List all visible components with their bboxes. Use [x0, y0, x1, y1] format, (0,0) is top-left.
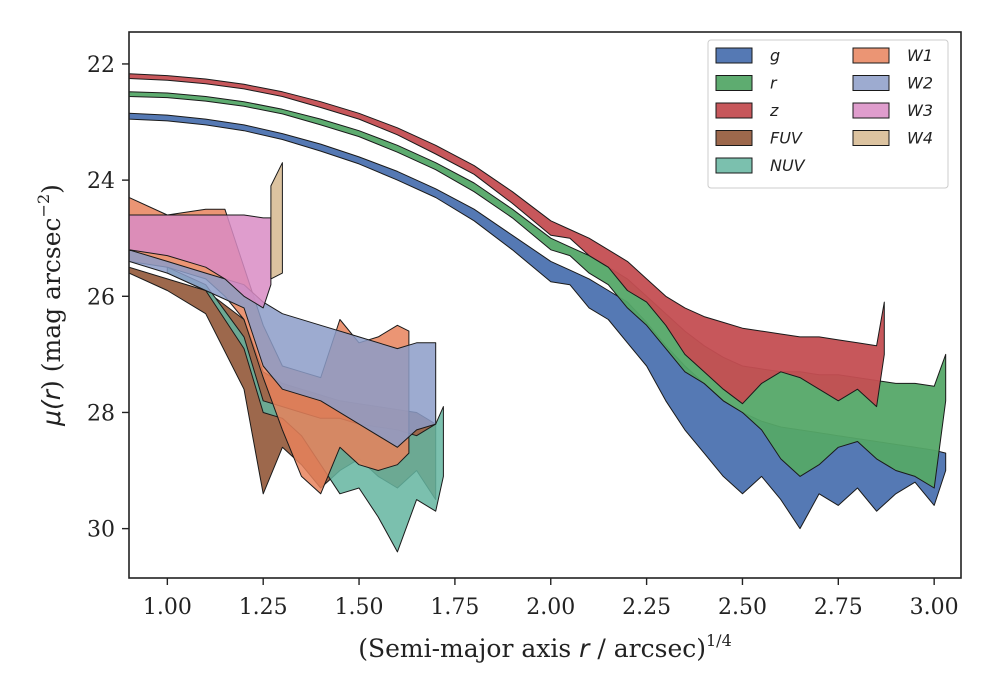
legend-label-fuv: FUV [770, 129, 803, 148]
x-tick-label: 1.00 [143, 595, 192, 620]
legend-swatch-z [715, 102, 753, 119]
legend-swatch-fuv [715, 130, 753, 146]
series-band-w3 [129, 214, 272, 309]
x-tick-label: 2.00 [526, 595, 575, 620]
legend-label-w3: W3 [907, 101, 933, 120]
legend-label-r: r [770, 74, 778, 93]
series-band-z [129, 73, 885, 408]
y-tick-label: 24 [87, 169, 115, 194]
y-tick-label: 22 [87, 53, 115, 78]
legend-swatch-nuv [715, 157, 753, 174]
x-tick-label: 1.50 [335, 595, 384, 620]
legend-label-z: z [769, 101, 779, 120]
x-tick-label: 2.50 [718, 595, 767, 620]
y-axis-ticks: 22 24 26 28 30 [87, 53, 129, 543]
legend-label-w1: W1 [907, 46, 933, 65]
legend-items: grz FUV NUV W1 W2 W3 W4 [715, 46, 933, 175]
x-axis-ticks: 1.00 1.25 1.50 1.75 2.00 2.25 2.50 2.75 3.00 [143, 578, 959, 620]
legend-swatch-w4 [852, 130, 890, 146]
x-tick-label: 1.25 [239, 595, 288, 620]
legend-label-nuv: NUV [770, 156, 806, 175]
legend-label-w2: W2 [907, 74, 933, 93]
x-tick-label: 3.00 [910, 595, 959, 620]
legend-swatch-w1 [852, 47, 890, 64]
y-tick-label: 30 [87, 518, 115, 543]
plot-frame [128, 31, 962, 579]
legend-swatch-r [715, 75, 753, 91]
legend: grz FUV NUV W1 W2 W3 W4 [707, 39, 949, 189]
legend-swatch-w3 [852, 102, 890, 119]
y-axis-label: μ(r) (mag arcsec−2) [34, 184, 66, 427]
legend-label-w4: W4 [907, 129, 933, 148]
legend-swatch-w2 [852, 75, 890, 91]
y-tick-label: 28 [87, 401, 115, 426]
x-tick-label: 2.25 [622, 595, 671, 620]
series-band-g [129, 112, 947, 530]
legend-swatch-g [715, 47, 753, 64]
series-layer [129, 73, 947, 553]
x-tick-label: 1.75 [430, 595, 479, 620]
y-tick-label: 26 [87, 285, 115, 310]
x-axis-label: (Semi-major axis r / arcsec)1/4 [358, 631, 732, 663]
x-tick-label: 2.75 [814, 595, 863, 620]
series-band-w4 [270, 162, 283, 280]
legend-label-g: g [770, 46, 780, 65]
